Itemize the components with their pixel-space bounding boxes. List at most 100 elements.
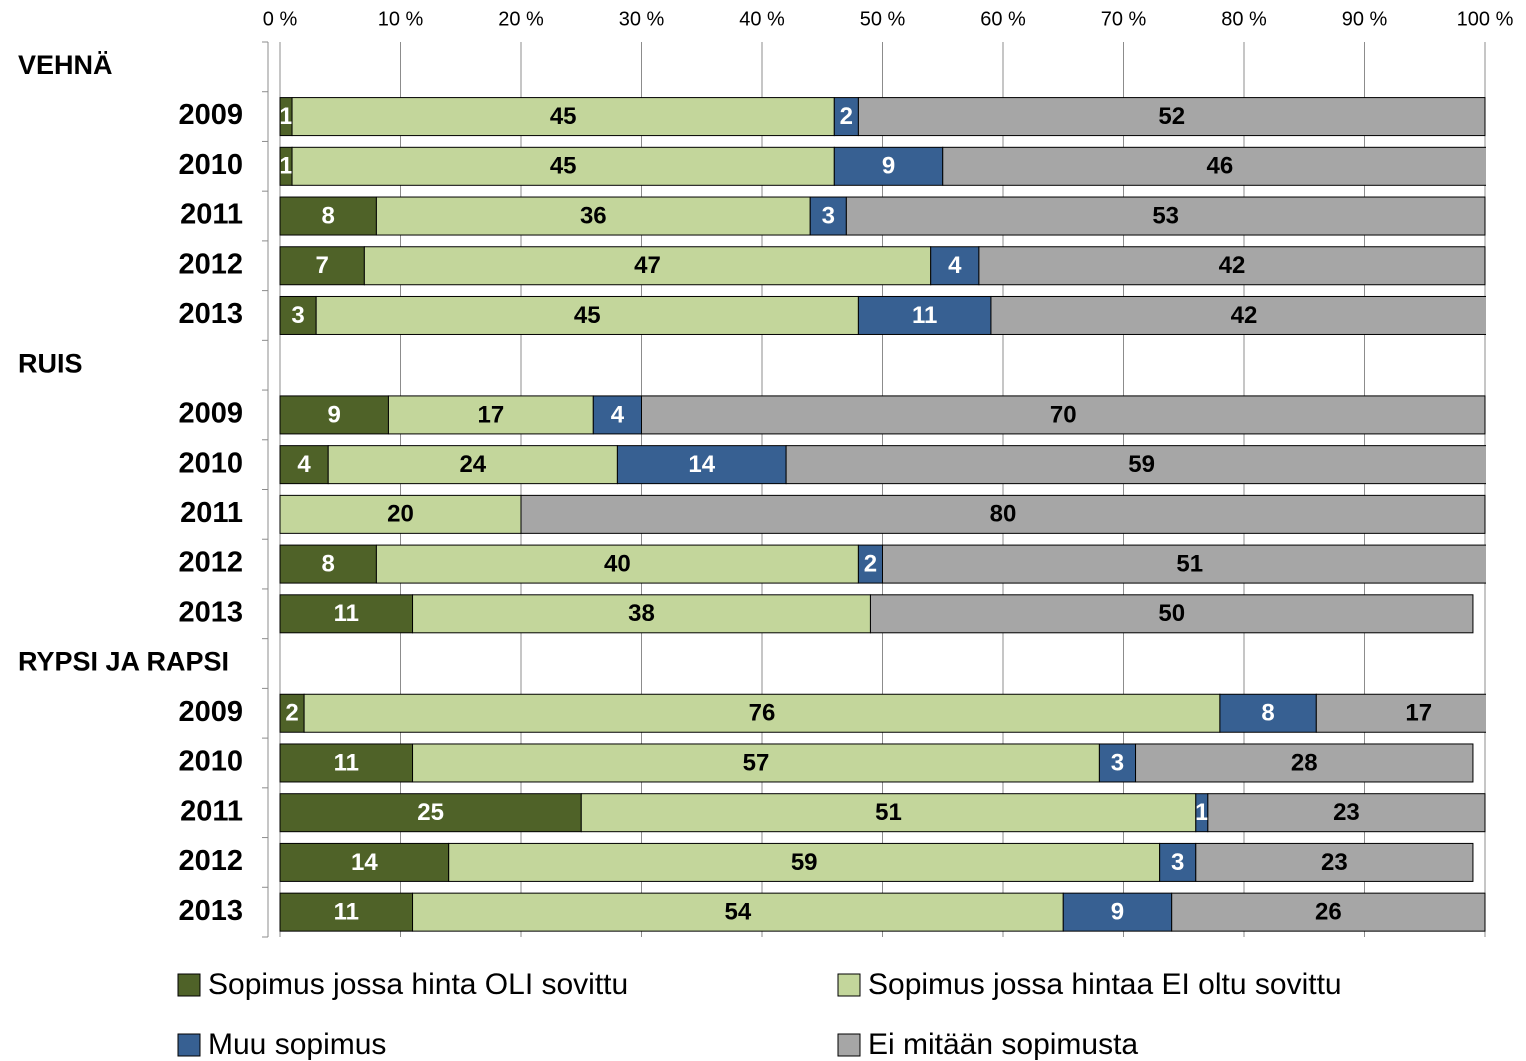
data-label: 57 — [743, 749, 770, 776]
group-label: RYPSI JA RAPSI — [18, 647, 229, 677]
bar-segment — [990, 295, 1486, 335]
data-label: 4 — [948, 252, 962, 279]
bar-segment — [1098, 743, 1137, 783]
data-label: 23 — [1333, 799, 1360, 826]
data-label: 36 — [580, 202, 607, 229]
legend-label: Muu sopimus — [208, 1028, 386, 1061]
group-label: VEHNÄ — [18, 50, 113, 80]
data-label: 3 — [291, 302, 304, 329]
bar-segment — [1135, 743, 1474, 783]
data-label: 42 — [1219, 252, 1246, 279]
data-label: 9 — [882, 153, 895, 180]
y-tick-label: 2013 — [178, 596, 243, 628]
y-tick-label: 2013 — [178, 895, 243, 927]
data-label: 80 — [990, 501, 1017, 528]
data-label: 17 — [478, 401, 505, 428]
data-label: 1 — [279, 153, 292, 180]
data-label: 2 — [864, 550, 877, 577]
legend-swatch — [177, 973, 201, 997]
y-tick-label: 2011 — [180, 497, 243, 529]
data-label: 26 — [1315, 898, 1342, 925]
bar-segment — [291, 97, 835, 137]
y-tick-label: 2009 — [178, 398, 243, 430]
bar-segment — [978, 246, 1486, 286]
data-label: 54 — [725, 898, 752, 925]
y-tick-label: 2009 — [178, 696, 243, 728]
y-tick-label: 2012 — [178, 547, 243, 579]
data-label: 28 — [1291, 749, 1318, 776]
bar-segment — [412, 743, 1100, 783]
data-label: 11 — [334, 898, 359, 925]
data-label: 8 — [322, 550, 335, 577]
data-label: 2 — [840, 103, 853, 130]
bar-segment — [387, 395, 594, 435]
data-label: 59 — [791, 849, 818, 876]
bar-segment — [833, 146, 944, 186]
bar-segment — [279, 793, 582, 833]
data-label: 11 — [334, 749, 359, 776]
data-label: 53 — [1152, 202, 1179, 229]
bar-segment — [857, 544, 884, 584]
data-label: 8 — [1261, 700, 1274, 727]
data-label: 40 — [604, 550, 631, 577]
bar-segment — [279, 196, 377, 236]
y-tick-label: 2012 — [178, 248, 243, 280]
data-label: 3 — [1111, 749, 1124, 776]
bar-segment — [375, 196, 811, 236]
data-label: 14 — [688, 451, 715, 478]
x-tick-label: 90 % — [1342, 8, 1388, 30]
data-label: 4 — [611, 401, 625, 428]
bar-segment — [785, 445, 1486, 485]
data-label: 50 — [1158, 600, 1185, 627]
bar-segment — [363, 246, 932, 286]
bars: 1 45 2 521 45 9 468 36 3 537 47 4 423 45 11 429 17 4 704 24… — [279, 97, 1486, 932]
bar-segment — [845, 196, 1486, 236]
x-tick-label: 40 % — [739, 8, 785, 30]
bar-segment — [279, 445, 329, 485]
legend-swatch — [837, 973, 861, 997]
bar-segment — [291, 146, 835, 186]
data-label: 51 — [875, 799, 902, 826]
bar-segment — [1171, 892, 1486, 932]
bar-segment — [412, 892, 1064, 932]
data-label: 46 — [1207, 153, 1234, 180]
x-tick-label: 70 % — [1101, 8, 1147, 30]
legend-label: Sopimus jossa hinta OLI sovittu — [208, 968, 628, 1001]
data-label: 47 — [634, 252, 661, 279]
bar-segment — [869, 594, 1474, 634]
data-label: 45 — [550, 103, 577, 130]
x-tick-label: 30 % — [619, 8, 665, 30]
bar-segment — [641, 395, 1486, 435]
data-label: 1 — [279, 103, 292, 130]
bar-segment — [279, 494, 522, 534]
y-tick-label: 2011 — [180, 795, 243, 827]
data-label: 23 — [1321, 849, 1348, 876]
bar-segment — [279, 544, 377, 584]
data-label: 20 — [387, 501, 414, 528]
x-tick-label: 80 % — [1221, 8, 1267, 30]
data-label: 45 — [574, 302, 601, 329]
bar-segment — [1315, 693, 1486, 733]
data-label: 4 — [297, 451, 311, 478]
y-tick-label: 2012 — [178, 845, 243, 877]
bar-segment — [616, 445, 787, 485]
data-label: 45 — [550, 153, 577, 180]
x-tick-label: 10 % — [378, 8, 424, 30]
data-label: 42 — [1231, 302, 1258, 329]
data-label: 1 — [1195, 799, 1208, 826]
data-label: 14 — [351, 849, 378, 876]
data-label: 3 — [1171, 849, 1184, 876]
bar-segment — [315, 295, 859, 335]
data-label: 8 — [322, 202, 335, 229]
bar-segment — [327, 445, 618, 485]
bar-segment — [279, 842, 450, 882]
x-tick-label: 100 % — [1457, 8, 1514, 30]
bar-segment — [930, 246, 980, 286]
bar-segment — [857, 97, 1486, 137]
data-label: 7 — [315, 252, 328, 279]
bar-segment — [580, 793, 1197, 833]
data-label: 2 — [285, 700, 298, 727]
data-label: 3 — [822, 202, 835, 229]
y-tick-label: 2013 — [178, 298, 243, 330]
